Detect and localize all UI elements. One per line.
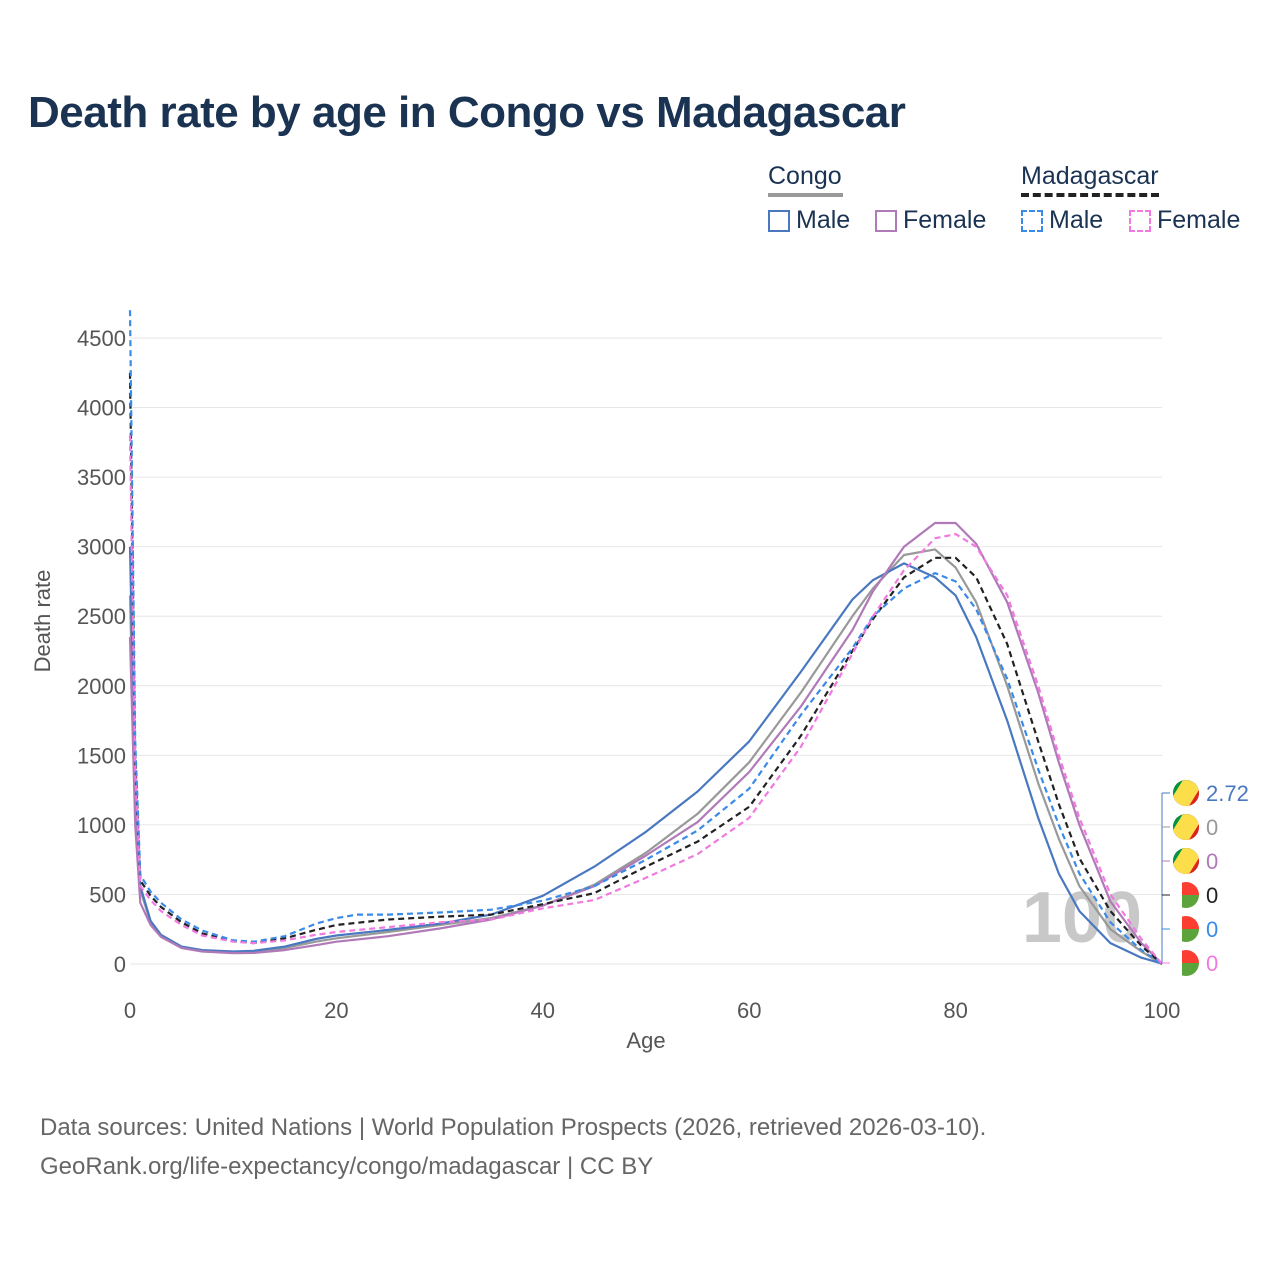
gridlines — [130, 337, 1162, 965]
legend-swatch-madagascar-male — [1021, 209, 1043, 232]
x-tick-label: 0 — [124, 998, 136, 1023]
legend-madagascar-male[interactable]: Male — [1021, 206, 1103, 235]
legend-swatch-congo-female — [875, 209, 897, 232]
legend-congo-female[interactable]: Female — [875, 206, 986, 235]
y-tick-label: 1500 — [77, 743, 126, 768]
x-tick-label: 60 — [737, 998, 761, 1023]
series-line-congo-female[interactable] — [128, 521, 1163, 965]
end-value-label: 0 — [1206, 951, 1218, 976]
congo-flag-icon — [1173, 780, 1199, 806]
congo-flag-icon — [1173, 814, 1199, 840]
end-value-label: 0 — [1206, 917, 1218, 942]
legend-label-madagascar-male: Male — [1049, 206, 1104, 234]
x-tick-label: 80 — [943, 998, 967, 1023]
x-tick-label: 40 — [531, 998, 555, 1023]
legend-line-madagascar — [1021, 193, 1159, 197]
end-value-label: 0 — [1206, 883, 1218, 908]
y-tick-label: 0 — [114, 952, 126, 977]
y-tick-label: 3000 — [77, 535, 126, 560]
end-value-label: 0 — [1206, 815, 1218, 840]
legend-line-congo — [768, 193, 843, 197]
legend-label-madagascar-female: Female — [1157, 206, 1241, 234]
x-tick-label: 20 — [324, 998, 348, 1023]
madagascar-flag-icon — [1173, 950, 1199, 976]
legend-madagascar-female[interactable]: Female — [1129, 206, 1240, 235]
y-tick-label: 4000 — [77, 396, 126, 421]
end-value-label: 0 — [1206, 849, 1218, 874]
series-line-congo-total[interactable] — [128, 548, 1163, 965]
y-tick-label: 2000 — [77, 674, 126, 699]
source-text: Data sources: United Nations | World Pop… — [40, 1108, 986, 1186]
y-tick-label: 500 — [89, 882, 126, 907]
congo-flag-icon — [1173, 848, 1199, 874]
chart-title: Death rate by age in Congo vs Madagascar — [28, 88, 906, 137]
y-tick-label: 2500 — [77, 604, 126, 629]
legend-swatch-madagascar-female — [1129, 209, 1151, 232]
series-lines — [128, 310, 1163, 965]
end-value-label: 2.72 — [1206, 781, 1249, 806]
y-tick-label: 3500 — [77, 465, 126, 490]
series-line-madagascar-female[interactable] — [128, 435, 1163, 965]
y-tick-label: 1000 — [77, 813, 126, 838]
legend-label-congo-female: Female — [903, 206, 987, 234]
madagascar-flag-icon — [1173, 882, 1199, 908]
end-value-markers: 2.72 0 0 0 0 0 — [1161, 780, 1249, 976]
legend-label-congo-male: Male — [796, 206, 851, 234]
legend-swatch-congo-male — [768, 209, 790, 232]
legend-group-madagascar[interactable]: Madagascar — [1021, 162, 1159, 190]
source-line-1: Data sources: United Nations | World Pop… — [40, 1114, 987, 1141]
x-tick-label: 100 — [1144, 998, 1181, 1023]
y-axis-ticks: 0 500 1000 1500 2000 2500 3000 3500 4000 4500 — [77, 326, 126, 977]
x-axis-ticks: 0 20 40 60 80 100 — [124, 998, 1180, 1023]
y-axis-title: Death rate — [30, 570, 55, 673]
legend-congo-male[interactable]: Male — [768, 206, 850, 235]
series-line-madagascar-male[interactable] — [128, 310, 1163, 965]
legend-group-congo[interactable]: Congo — [768, 162, 842, 190]
x-axis-title: Age — [626, 1028, 665, 1053]
madagascar-flag-icon — [1173, 916, 1199, 942]
y-tick-label: 4500 — [77, 326, 126, 351]
series-line-madagascar-total[interactable] — [128, 372, 1163, 965]
series-line-congo-male[interactable] — [128, 546, 1163, 965]
source-line-2[interactable]: GeoRank.org/life-expectancy/congo/madaga… — [40, 1153, 654, 1180]
